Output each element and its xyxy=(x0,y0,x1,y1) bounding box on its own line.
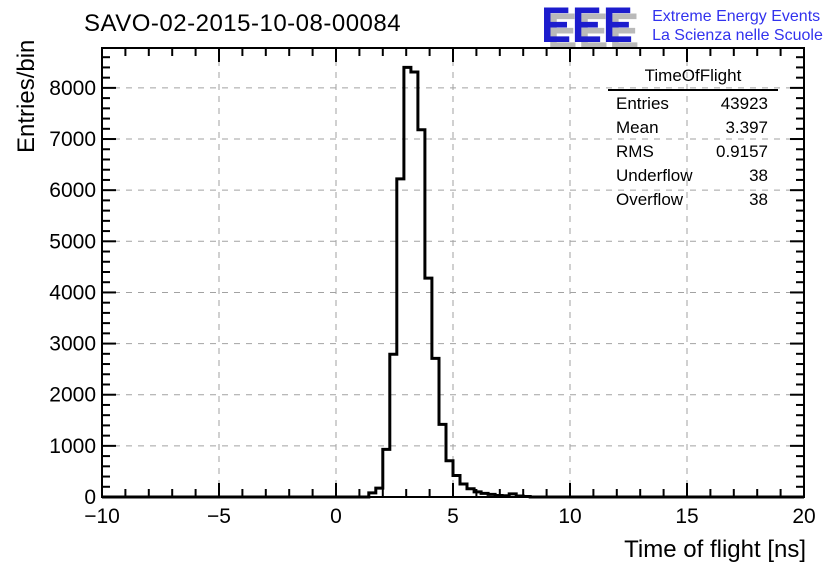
stat-row: Entries 43923 xyxy=(608,92,778,116)
tagline-line2: La Scienza nelle Scuole xyxy=(652,27,823,44)
axis-ticks xyxy=(101,48,805,498)
y-tick-label: 5000 xyxy=(49,230,96,253)
y-tick-label: 6000 xyxy=(49,179,96,202)
stat-label: Underflow xyxy=(616,166,693,185)
stats-box: TimeOfFlight Entries 43923 Mean 3.397 RMS 0.9… xyxy=(608,66,778,212)
stat-label: Entries xyxy=(616,94,669,113)
stat-row: Overflow 38 xyxy=(608,188,778,212)
stat-row: Mean 3.397 xyxy=(608,116,778,140)
tick-labels: −10 −5 0 5 10 15 20 0 1000 2000 3000 4000 5000 6000 70… xyxy=(49,77,815,528)
stats-title: TimeOfFlight xyxy=(608,66,778,91)
x-tick-label: 10 xyxy=(558,505,581,528)
eee-logo: EEE Extreme Energy Events La Scienza nel… xyxy=(541,0,823,53)
x-tick-label: 20 xyxy=(792,505,815,528)
y-tick-label: 1000 xyxy=(49,435,96,458)
stats-rows: Entries 43923 Mean 3.397 RMS 0.9157 Underflow 3… xyxy=(608,92,778,212)
stat-label: Mean xyxy=(616,118,659,137)
stat-value: 0.9157 xyxy=(716,142,768,161)
x-tick-label: 15 xyxy=(675,505,698,528)
y-tick-label: 3000 xyxy=(49,333,96,356)
stat-row: Underflow 38 xyxy=(608,164,778,188)
y-tick-label: 8000 xyxy=(49,77,96,100)
x-tick-label: 0 xyxy=(330,505,342,528)
eee-logo-letters: EEE xyxy=(541,0,634,53)
stat-value: 43923 xyxy=(720,94,768,113)
plot-title: SAVO-02-2015-10-08-00084 xyxy=(84,10,402,37)
stat-label: Overflow xyxy=(616,190,684,209)
y-tick-label: 2000 xyxy=(49,384,96,407)
stat-value: 38 xyxy=(749,190,768,209)
eee-logo-tagline: Extreme Energy Events La Scienza nelle S… xyxy=(652,2,823,45)
stat-value: 3.397 xyxy=(725,118,768,137)
axis-frame xyxy=(101,47,805,498)
stat-value: 38 xyxy=(749,166,768,185)
y-tick-label: 7000 xyxy=(49,128,96,151)
x-tick-label: −5 xyxy=(207,505,231,528)
x-tick-label: −10 xyxy=(84,505,120,528)
stat-label: RMS xyxy=(616,142,654,161)
tagline-line1: Extreme Energy Events xyxy=(652,8,821,25)
y-axis-title: Entries/bin xyxy=(13,40,40,153)
x-tick-label: 5 xyxy=(447,505,459,528)
histogram-path xyxy=(102,65,804,499)
grid-lines xyxy=(102,48,804,497)
x-axis-title: Time of flight [ns] xyxy=(624,536,806,563)
y-tick-label: 4000 xyxy=(49,281,96,304)
stat-row: RMS 0.9157 xyxy=(608,140,778,164)
y-tick-label: 0 xyxy=(84,486,96,509)
